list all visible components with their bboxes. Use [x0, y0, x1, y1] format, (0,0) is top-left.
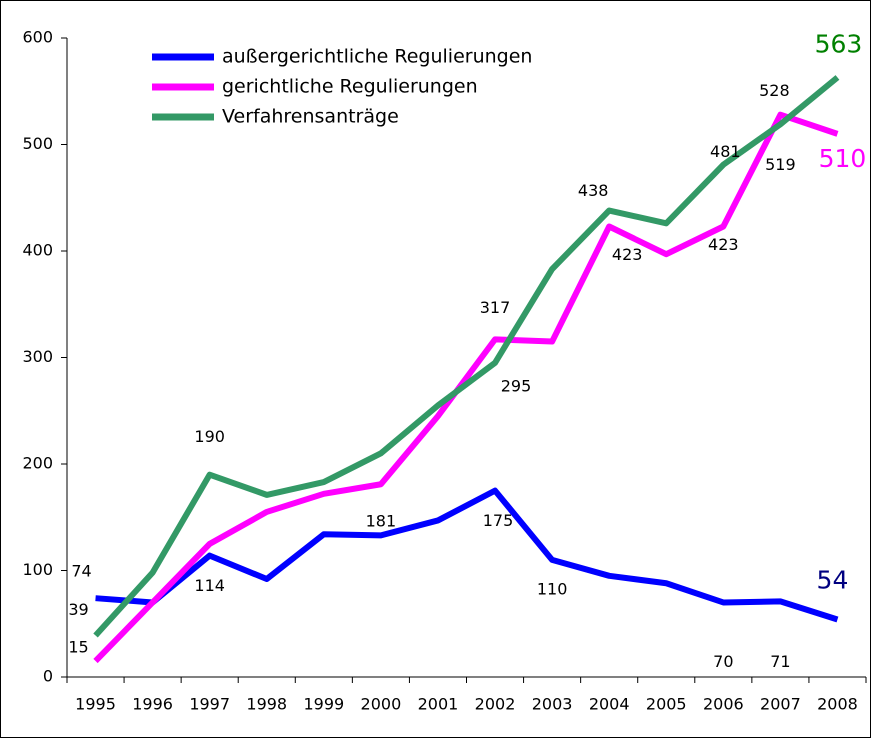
y-tick-label: 300	[22, 347, 53, 366]
data-label: 528	[759, 81, 790, 100]
y-tick-label: 200	[22, 454, 53, 473]
legend-label: gerichtliche Regulierungen	[222, 76, 478, 98]
x-tick-label: 2008	[817, 695, 858, 714]
x-tick-label: 2004	[589, 695, 630, 714]
x-tick-label: 1999	[303, 695, 344, 714]
data-label: 114	[194, 576, 225, 595]
data-label: 54	[817, 565, 849, 594]
x-tick-label: 2002	[475, 695, 516, 714]
data-label: 423	[612, 245, 643, 264]
legend-label: außergerichtliche Regulierungen	[222, 46, 532, 68]
y-tick-label: 0	[43, 667, 53, 686]
series-line	[95, 487, 839, 623]
data-label: 175	[483, 511, 514, 530]
series-line	[93, 75, 840, 638]
data-label: 423	[708, 235, 739, 254]
x-tick-label: 1998	[246, 695, 287, 714]
data-label: 438	[578, 181, 609, 200]
series-line	[93, 111, 839, 664]
x-tick-label: 2006	[703, 695, 744, 714]
data-label: 71	[770, 652, 790, 671]
data-label: 39	[68, 600, 88, 619]
x-tick-label: 2003	[532, 695, 573, 714]
y-tick-label: 100	[22, 560, 53, 579]
data-label: 481	[710, 142, 741, 161]
y-tick-label: 600	[22, 28, 53, 47]
data-label: 181	[366, 512, 397, 531]
x-tick-label: 2001	[418, 695, 459, 714]
data-label: 563	[815, 29, 863, 58]
data-label: 74	[71, 562, 91, 581]
data-label: 510	[819, 144, 867, 173]
x-tick-label: 2000	[361, 695, 402, 714]
data-label: 519	[765, 155, 796, 174]
data-label: 110	[537, 579, 568, 598]
legend-label: Verfahrensanträge	[222, 106, 399, 128]
x-tick-label: 2005	[646, 695, 687, 714]
y-tick-label: 500	[22, 134, 53, 153]
x-tick-label: 1997	[189, 695, 230, 714]
data-label: 15	[68, 638, 88, 657]
x-tick-label: 1996	[132, 695, 173, 714]
x-tick-label: 1995	[75, 695, 116, 714]
data-label: 190	[194, 427, 225, 446]
x-tick-label: 2007	[760, 695, 801, 714]
data-label: 295	[501, 376, 532, 395]
y-tick-label: 400	[22, 241, 53, 260]
data-label: 70	[713, 652, 733, 671]
data-label: 317	[480, 298, 511, 317]
